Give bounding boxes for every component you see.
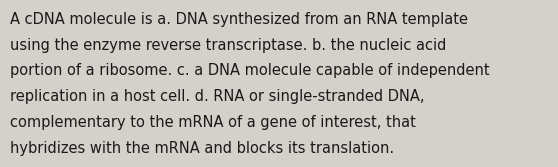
Text: hybridizes with the mRNA and blocks its translation.: hybridizes with the mRNA and blocks its … bbox=[10, 141, 394, 156]
Text: complementary to the mRNA of a gene of interest, that: complementary to the mRNA of a gene of i… bbox=[10, 115, 416, 130]
Text: A cDNA molecule is a. DNA synthesized from an RNA template: A cDNA molecule is a. DNA synthesized fr… bbox=[10, 12, 468, 27]
Text: using the enzyme reverse transcriptase. b. the nucleic acid: using the enzyme reverse transcriptase. … bbox=[10, 38, 446, 53]
Text: replication in a host cell. d. RNA or single-stranded DNA,: replication in a host cell. d. RNA or si… bbox=[10, 89, 425, 104]
Text: portion of a ribosome. c. a DNA molecule capable of independent: portion of a ribosome. c. a DNA molecule… bbox=[10, 63, 490, 78]
